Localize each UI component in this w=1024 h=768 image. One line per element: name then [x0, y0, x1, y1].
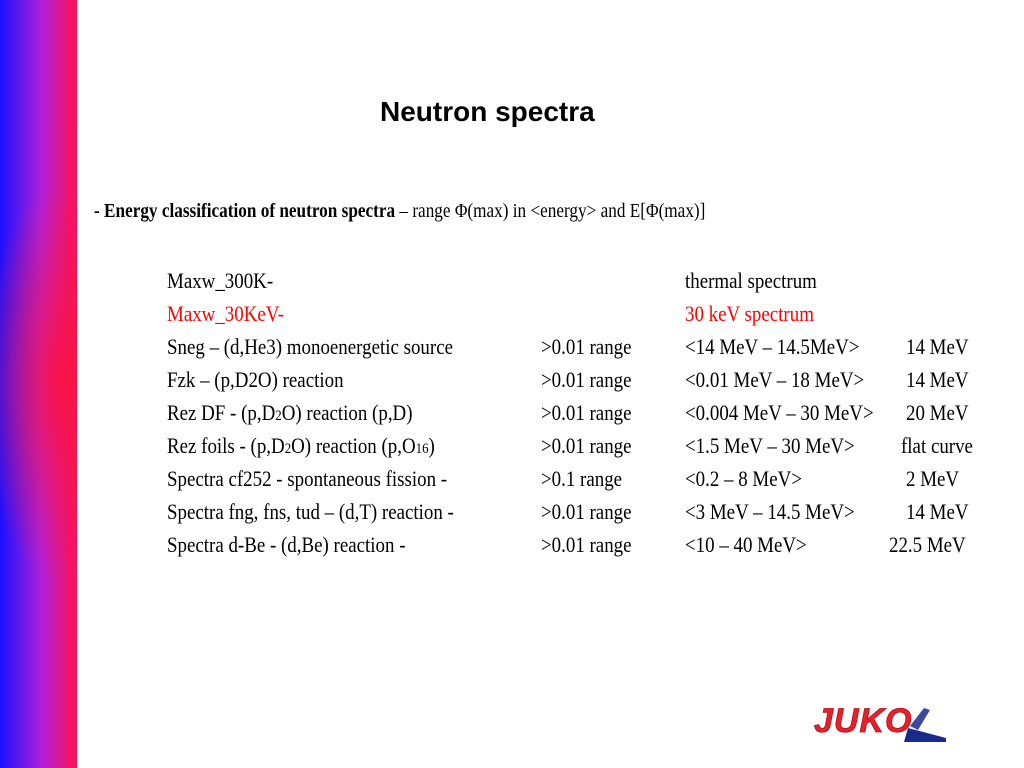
row-energy-range: <3 MeV – 14.5 MeV>: [685, 499, 855, 524]
row-energy-range: <10 – 40 MeV>: [685, 532, 807, 557]
row-source-subscript: 2: [284, 441, 292, 457]
row-peak-energy: 14 MeV: [906, 499, 969, 524]
row-range: >0.01 range: [541, 334, 632, 359]
row-energy-range: <0.01 MeV – 18 MeV>: [685, 367, 865, 392]
juko-logo-graphic: JUKO: [814, 702, 946, 742]
subtitle-line: - Energy classification of neutron spect…: [94, 200, 705, 223]
row-range: >0.01 range: [541, 499, 632, 524]
row-range: >0.01 range: [541, 367, 632, 392]
row-peak-energy: flat curve: [901, 433, 973, 458]
row-peak-energy: 14 MeV: [906, 367, 969, 392]
row-energy-range: <0.004 MeV – 30 MeV>: [685, 400, 874, 425]
logo-accent-shape: [904, 728, 946, 742]
row-source-subscript: 2: [275, 408, 282, 424]
row-energy-range: <0.2 – 8 MeV>: [685, 466, 802, 491]
row-source-subscript: 16: [415, 441, 429, 457]
juko-logo: JUKO: [812, 700, 952, 749]
row-source: Spectra fng, fns, tud – (d,T) reaction -: [167, 499, 454, 524]
row-energy-range: <14 MeV – 14.5MeV>: [685, 334, 860, 359]
row-source: Spectra cf252 - spontaneous fission -: [167, 466, 448, 491]
slide-title-wrap: Neutron spectra: [380, 96, 595, 128]
row-source-part: Rez foils - (p,D: [167, 433, 285, 458]
side-gradient-bar: [0, 0, 77, 768]
row-source-part: Rez DF - (p,D: [167, 400, 276, 425]
row-source: Maxw_30KeV-: [167, 301, 285, 326]
row-source: Rez foils - (p,D2O) reaction (p,O16): [167, 433, 435, 459]
row-source: Fzk – (p,D2O) reaction: [167, 367, 344, 392]
row-peak-energy: 2 MeV: [906, 466, 960, 491]
row-range: >0.1 range: [541, 466, 623, 491]
row-source: Spectra d-Be - (d,Be) reaction -: [167, 532, 406, 557]
row-source: Maxw_300K-: [167, 268, 274, 293]
row-peak-energy: 20 MeV: [906, 400, 969, 425]
row-range: >0.01 range: [541, 433, 632, 458]
row-source-part: O) reaction (p,D): [281, 400, 413, 425]
row-energy-range: thermal spectrum: [685, 268, 817, 293]
row-source: Rez DF - (p,D2O) reaction (p,D): [167, 400, 413, 426]
row-range: >0.01 range: [541, 400, 632, 425]
row-energy-range: 30 keV spectrum: [685, 301, 814, 326]
row-energy-range: <1.5 MeV – 30 MeV>: [685, 433, 855, 458]
row-source: Sneg – (d,He3) monoenergetic source: [167, 334, 453, 359]
subtitle-rest: – range Φ(max) in <energy> and E[Φ(max)]: [395, 200, 706, 222]
subtitle-bold: - Energy classification of neutron spect…: [94, 200, 396, 222]
row-peak-energy: 14 MeV: [906, 334, 969, 359]
row-range: >0.01 range: [541, 532, 632, 557]
row-source-part: ): [428, 433, 435, 458]
logo-accent-shape: [910, 708, 930, 730]
row-source-part: O) reaction (p,O: [291, 433, 416, 458]
row-peak-energy: 22.5 MeV: [889, 532, 966, 557]
logo-text: JUKO: [814, 702, 912, 740]
slide-title: Neutron spectra: [380, 96, 595, 127]
